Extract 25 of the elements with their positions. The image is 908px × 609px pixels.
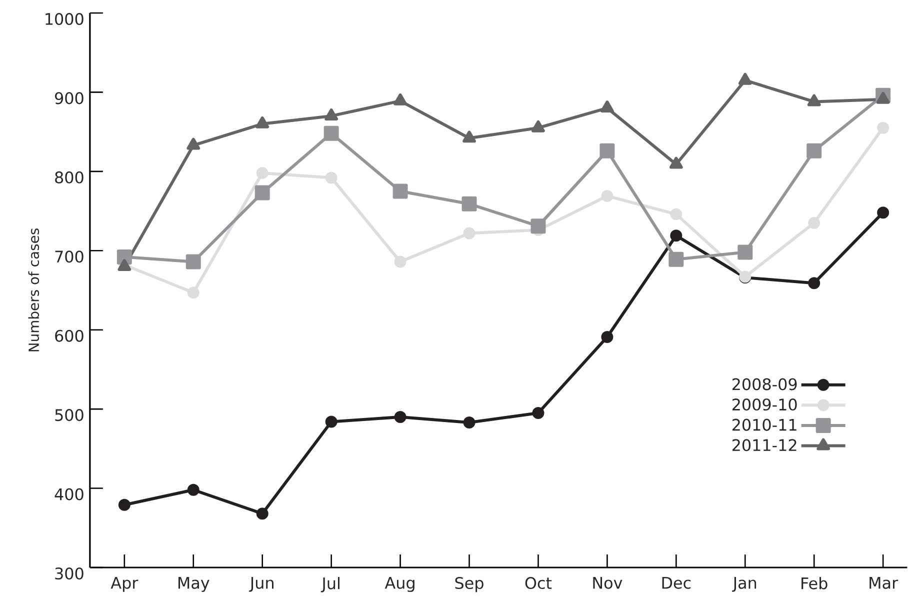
x-tick-label: Feb <box>802 576 828 590</box>
legend-label: 2010-11 <box>732 418 796 431</box>
x-tick-label: Jan <box>732 576 756 592</box>
y-tick-label: 400 <box>54 488 84 500</box>
x-tick-label: Apr <box>110 576 138 592</box>
y-tick-label: 800 <box>55 171 84 184</box>
x-tick-label: Oct <box>525 576 552 589</box>
legend-label: 2011-12 <box>732 438 796 451</box>
x-tick-label: Jul <box>320 576 340 592</box>
x-tick-label: Dec <box>662 576 691 589</box>
y-tick-label: 700 <box>55 250 84 262</box>
y-tick-label: 1000 <box>46 12 84 25</box>
y-axis-title: Numbers of cases <box>28 228 40 352</box>
x-tick-label: Nov <box>593 576 622 589</box>
y-tick-label: 600 <box>55 330 84 342</box>
x-tick-label: Jun <box>249 576 274 592</box>
x-tick-label: May <box>178 576 210 592</box>
legend-label: 2008-09 <box>732 378 797 390</box>
x-tick-label: Sep <box>455 576 484 592</box>
x-tick-label: Mar <box>870 576 898 589</box>
y-tick-label: 900 <box>55 92 84 104</box>
y-tick-label: 300 <box>55 567 84 580</box>
legend-label: 2009-10 <box>732 398 797 410</box>
y-tick-label: 500 <box>55 408 84 421</box>
x-tick-label: Aug <box>384 576 414 592</box>
